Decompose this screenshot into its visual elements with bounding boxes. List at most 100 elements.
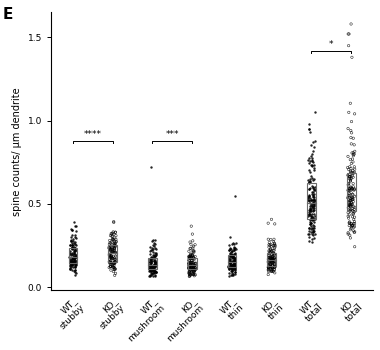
Point [186,248,192,254]
Point [349,223,355,228]
Point [269,254,275,260]
Point [190,238,196,244]
Point [152,250,158,256]
Point [305,232,311,237]
Point [107,252,113,258]
Point [308,197,314,203]
Point [228,264,234,270]
Point [148,272,154,278]
Point [267,264,273,270]
Point [149,259,155,265]
Point [72,263,78,269]
Bar [307,183,316,219]
Point [148,164,154,170]
Point [150,265,156,270]
Point [349,156,355,162]
Point [147,266,153,271]
Point [308,197,314,203]
Point [310,209,317,214]
Point [309,142,315,148]
Point [265,264,271,270]
Point [188,260,194,265]
Point [150,253,156,258]
Point [109,254,115,260]
Point [71,248,77,253]
Point [310,197,316,203]
Point [72,255,78,261]
Point [269,254,275,260]
Point [147,257,153,262]
Point [188,251,194,257]
Point [346,167,352,172]
Point [70,219,76,224]
Point [188,253,194,258]
Bar [268,253,276,266]
Point [306,180,312,185]
Point [350,181,356,186]
Point [191,268,197,273]
Point [186,263,192,269]
Point [310,199,316,205]
Point [306,186,312,191]
Point [269,256,275,261]
Point [226,256,232,261]
Point [73,261,79,267]
Point [225,264,231,270]
Point [266,244,272,250]
Point [149,247,155,253]
Point [226,247,232,253]
Point [152,261,158,267]
Point [312,187,318,193]
Point [232,264,238,270]
Point [309,215,315,220]
Point [228,263,234,269]
Point [67,259,73,264]
Point [153,250,159,256]
Point [306,231,312,237]
Point [267,250,273,255]
Point [271,256,277,261]
Point [232,261,238,267]
Point [107,260,113,265]
Point [347,203,353,209]
Point [148,261,154,266]
Point [149,245,155,251]
Point [351,142,357,148]
Point [271,267,277,273]
Point [347,191,353,197]
Point [229,262,235,268]
Point [231,257,237,262]
Point [305,195,311,200]
Point [271,258,277,264]
Point [229,264,235,269]
Point [352,204,358,210]
Point [112,261,118,266]
Point [306,228,312,234]
Point [349,201,355,207]
Point [269,264,275,270]
Point [231,246,237,252]
Point [70,254,76,260]
Point [186,258,192,264]
Point [306,213,312,219]
Point [150,268,156,274]
Point [111,269,117,274]
Point [306,211,312,216]
Point [186,271,192,277]
Point [350,192,356,198]
Point [272,265,278,270]
Point [113,239,119,244]
Point [350,191,356,197]
Bar [69,247,78,263]
Point [232,255,238,261]
Point [151,269,157,275]
Point [345,43,352,48]
Point [152,241,158,247]
Point [191,250,197,255]
Point [231,261,237,267]
Point [186,265,192,270]
Point [268,237,274,243]
Point [112,253,119,259]
Point [188,260,195,265]
Point [267,261,273,267]
